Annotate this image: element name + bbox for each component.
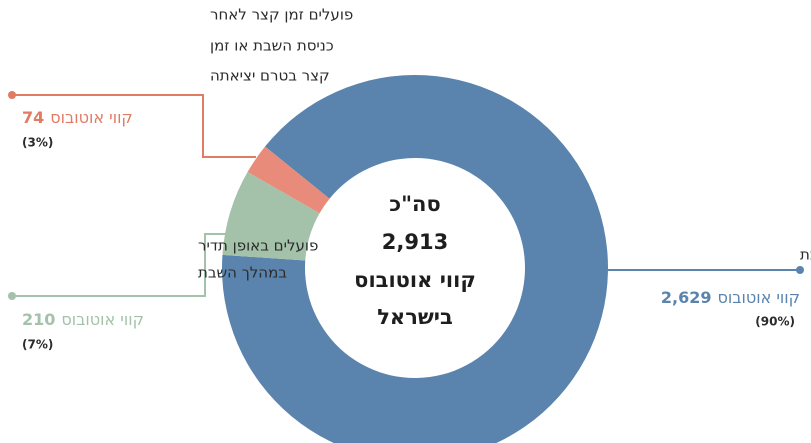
- leader-dot: [796, 266, 804, 274]
- value-unit: קווי אוטובוס: [717, 288, 800, 307]
- leader-line: [12, 233, 229, 297]
- donut-segment: [222, 171, 320, 261]
- value-label: 210 קווי אוטובוס: [22, 310, 144, 329]
- center-text: 2,913: [382, 230, 448, 254]
- category-label: פועלים זמן קצר לאחר: [210, 6, 353, 24]
- leader-dot: [8, 91, 16, 99]
- value-label: 74 קווי אוטובוס: [22, 108, 133, 127]
- value-number: 210: [22, 310, 55, 329]
- value-number: 74: [22, 108, 44, 127]
- category-label: לא פועלים בשבת: [800, 246, 811, 264]
- donut-segment: [247, 146, 330, 214]
- percent-label: (3%): [22, 136, 53, 150]
- center-text: בישראל: [377, 305, 453, 329]
- donut-segment: [222, 75, 608, 443]
- percent-label: (90%): [755, 315, 795, 329]
- category-label: קצר בטרם יציאתה: [210, 67, 330, 85]
- value-unit: קווי אוטובוס: [61, 310, 144, 329]
- center-text: סה"כ: [389, 192, 441, 216]
- center-text: קווי אוטובוס: [354, 268, 476, 292]
- leader-line: [12, 94, 256, 158]
- category-label: במהלך השבת: [198, 264, 287, 282]
- percent-label: (7%): [22, 338, 53, 352]
- leader-dot: [8, 292, 16, 300]
- value-unit: קווי אוטובוס: [50, 108, 133, 127]
- value-number: 2,629: [661, 288, 712, 307]
- category-label: כניסת השבת או זמן: [210, 37, 334, 55]
- value-label: 2,629 קווי אוטובוס: [661, 288, 800, 307]
- category-label: פועלים באופן תדיר: [198, 237, 318, 255]
